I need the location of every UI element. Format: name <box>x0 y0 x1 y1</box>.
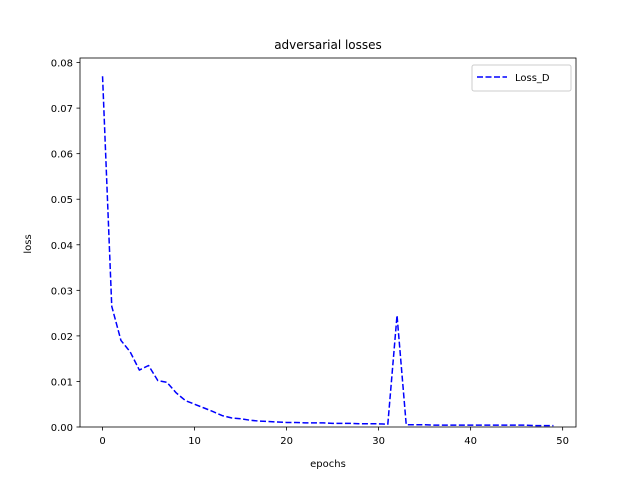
y-tick-label: 0.03 <box>51 286 73 297</box>
y-axis-label: loss <box>23 234 34 253</box>
plot-area: 0 10 20 30 40 50 0.00 0.01 0.02 0.03 0.04 0.05 0.06 0… <box>51 57 577 447</box>
chart-title: adversarial losses <box>274 38 382 52</box>
legend-box <box>471 64 572 92</box>
y-tick-label: 0.08 <box>51 59 73 70</box>
y-tick-label: 0.00 <box>51 423 73 434</box>
x-tick-label: 30 <box>372 436 385 447</box>
y-tick-label: 0.04 <box>51 241 73 252</box>
x-tick-label: 20 <box>280 436 293 447</box>
y-tick-label: 0.05 <box>51 195 73 206</box>
y-tick-label: 0.01 <box>51 377 73 388</box>
x-tick-label: 0 <box>99 436 105 447</box>
series-line-loss-d <box>101 76 554 427</box>
x-tick-label: 50 <box>556 436 569 447</box>
y-tick-label: 0.07 <box>51 104 73 115</box>
y-tick-label: 0.02 <box>51 332 73 343</box>
y-tick-label: 0.06 <box>51 150 73 161</box>
legend-label: Loss_D <box>515 73 550 84</box>
x-tick-label: 40 <box>464 436 477 447</box>
axes-frame <box>79 57 577 428</box>
legend: Loss_D <box>471 64 572 92</box>
x-tick-label: 10 <box>188 436 201 447</box>
x-axis-label: epochs <box>310 459 346 470</box>
